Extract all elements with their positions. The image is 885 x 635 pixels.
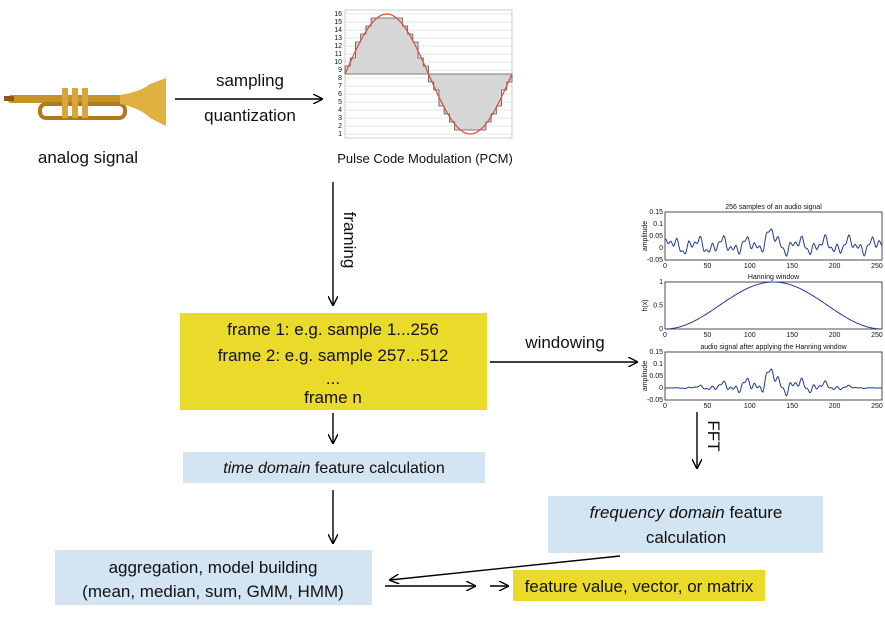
time-rest: feature calculation <box>310 460 444 477</box>
pcm-tick: 14 <box>334 27 342 34</box>
pcm-tick: 5 <box>338 99 342 106</box>
plot-xtick: 100 <box>744 332 756 339</box>
plot-frame <box>664 351 883 401</box>
frame-line: frame n <box>304 388 362 407</box>
pcm-tick: 8 <box>338 75 342 82</box>
time-italic: time domain <box>223 460 310 477</box>
frames-box <box>180 313 487 410</box>
plot-title: audio signal after applying the Hanning … <box>700 344 847 351</box>
plot-xtick: 50 <box>703 263 711 270</box>
plot-xtick: 0 <box>663 332 667 339</box>
output-label: feature value, vector, or matrix <box>525 577 754 596</box>
plot-xtick: 100 <box>744 263 756 270</box>
output-box <box>513 570 765 601</box>
plot-curve <box>664 228 883 257</box>
plot-xtick: 150 <box>786 263 798 270</box>
pcm-tick: 10 <box>334 59 342 66</box>
plot-xtick: 0 <box>663 263 667 270</box>
plot-ytick: 0.1 <box>653 221 663 228</box>
plot-ytick: 0 <box>659 326 663 333</box>
plot-xtick: 200 <box>829 332 841 339</box>
pcm-tick: 12 <box>334 43 342 50</box>
plot-ylabel: h(x) <box>642 299 649 311</box>
plot-xtick: 250 <box>871 403 883 410</box>
edge-label: quantization <box>204 106 296 125</box>
pcm-tick: 3 <box>338 115 342 122</box>
plot-frame <box>664 211 883 261</box>
aggregation-label: aggregation, model building <box>109 558 318 577</box>
pcm-tick: 13 <box>334 35 342 42</box>
plot-ytick: 0.15 <box>649 349 663 356</box>
plot-xtick: 100 <box>744 403 756 410</box>
plot-title: Hanning window <box>748 274 800 281</box>
edge-label: sampling <box>216 71 284 90</box>
plot-xtick: 250 <box>871 332 883 339</box>
plot-ytick: -0.05 <box>647 397 663 404</box>
plot-ytick: 0.15 <box>649 209 663 216</box>
pcm-tick: 4 <box>338 107 342 114</box>
pcm-tick: 7 <box>338 83 342 90</box>
pcm-sine <box>344 13 513 135</box>
pcm-tick: 11 <box>335 51 342 58</box>
plot-curve <box>665 281 882 330</box>
plot-ytick: 0 <box>659 385 663 392</box>
plot-ytick: 0.5 <box>653 303 663 310</box>
plot-xtick: 150 <box>786 332 798 339</box>
plot-frame <box>664 281 883 330</box>
plot-ytick: 0 <box>659 245 663 252</box>
plot-xtick: 50 <box>703 332 711 339</box>
time-box <box>183 452 485 483</box>
frame-line: frame 2: e.g. sample 257...512 <box>218 346 449 365</box>
freq-rest: feature <box>725 503 783 522</box>
aggregation-label: (mean, median, sum, GMM, HMM) <box>82 582 344 601</box>
pcm-tick: 1 <box>338 131 342 138</box>
freq-box-label: frequency domain feature <box>590 503 783 522</box>
freq-box-label: calculation <box>646 528 726 547</box>
pcm-tick: 2 <box>338 123 342 130</box>
plot-xtick: 150 <box>786 403 798 410</box>
frame-line: frame 1: e.g. sample 1...256 <box>227 320 439 339</box>
plot-ylabel: amplitude <box>642 221 649 251</box>
edge-label: windowing <box>524 333 604 352</box>
plot-xtick: 0 <box>663 403 667 410</box>
plot-ytick: -0.05 <box>647 257 663 264</box>
plot-ytick: 0.1 <box>653 361 663 368</box>
pcm-tick: 15 <box>334 19 342 26</box>
edge-label: FFT <box>704 420 723 451</box>
source-label: analog signal <box>38 148 138 167</box>
frame-line: ... <box>326 369 340 388</box>
arrow <box>390 555 621 580</box>
aggregation-box <box>55 550 372 605</box>
plot-ytick: 0.05 <box>649 233 663 240</box>
plot-xtick: 50 <box>703 403 711 410</box>
edge-label: framing <box>340 212 359 269</box>
pcm-tick: 16 <box>334 11 342 18</box>
pcm-caption: Pulse Code Modulation (PCM) <box>337 151 513 166</box>
trumpet-icon <box>4 78 166 126</box>
plot-xtick: 200 <box>829 403 841 410</box>
pcm-tick: 9 <box>338 67 342 74</box>
plot-curve <box>665 368 882 397</box>
freq-box <box>548 496 823 553</box>
window-plots: 256 samples of an audio signalamplitude0… <box>642 204 883 410</box>
time-box-label: time domain feature calculation <box>223 460 444 477</box>
plot-ytick: 0.05 <box>649 373 663 380</box>
pcm-tick: 6 <box>338 91 342 98</box>
plot-ylabel: amplitude <box>642 361 649 391</box>
plot-title: 256 samples of an audio signal <box>725 204 822 211</box>
plot-ytick: 1 <box>659 279 663 286</box>
plot-xtick: 250 <box>871 263 883 270</box>
plot-xtick: 200 <box>829 263 841 270</box>
freq-italic: frequency domain <box>590 503 725 522</box>
